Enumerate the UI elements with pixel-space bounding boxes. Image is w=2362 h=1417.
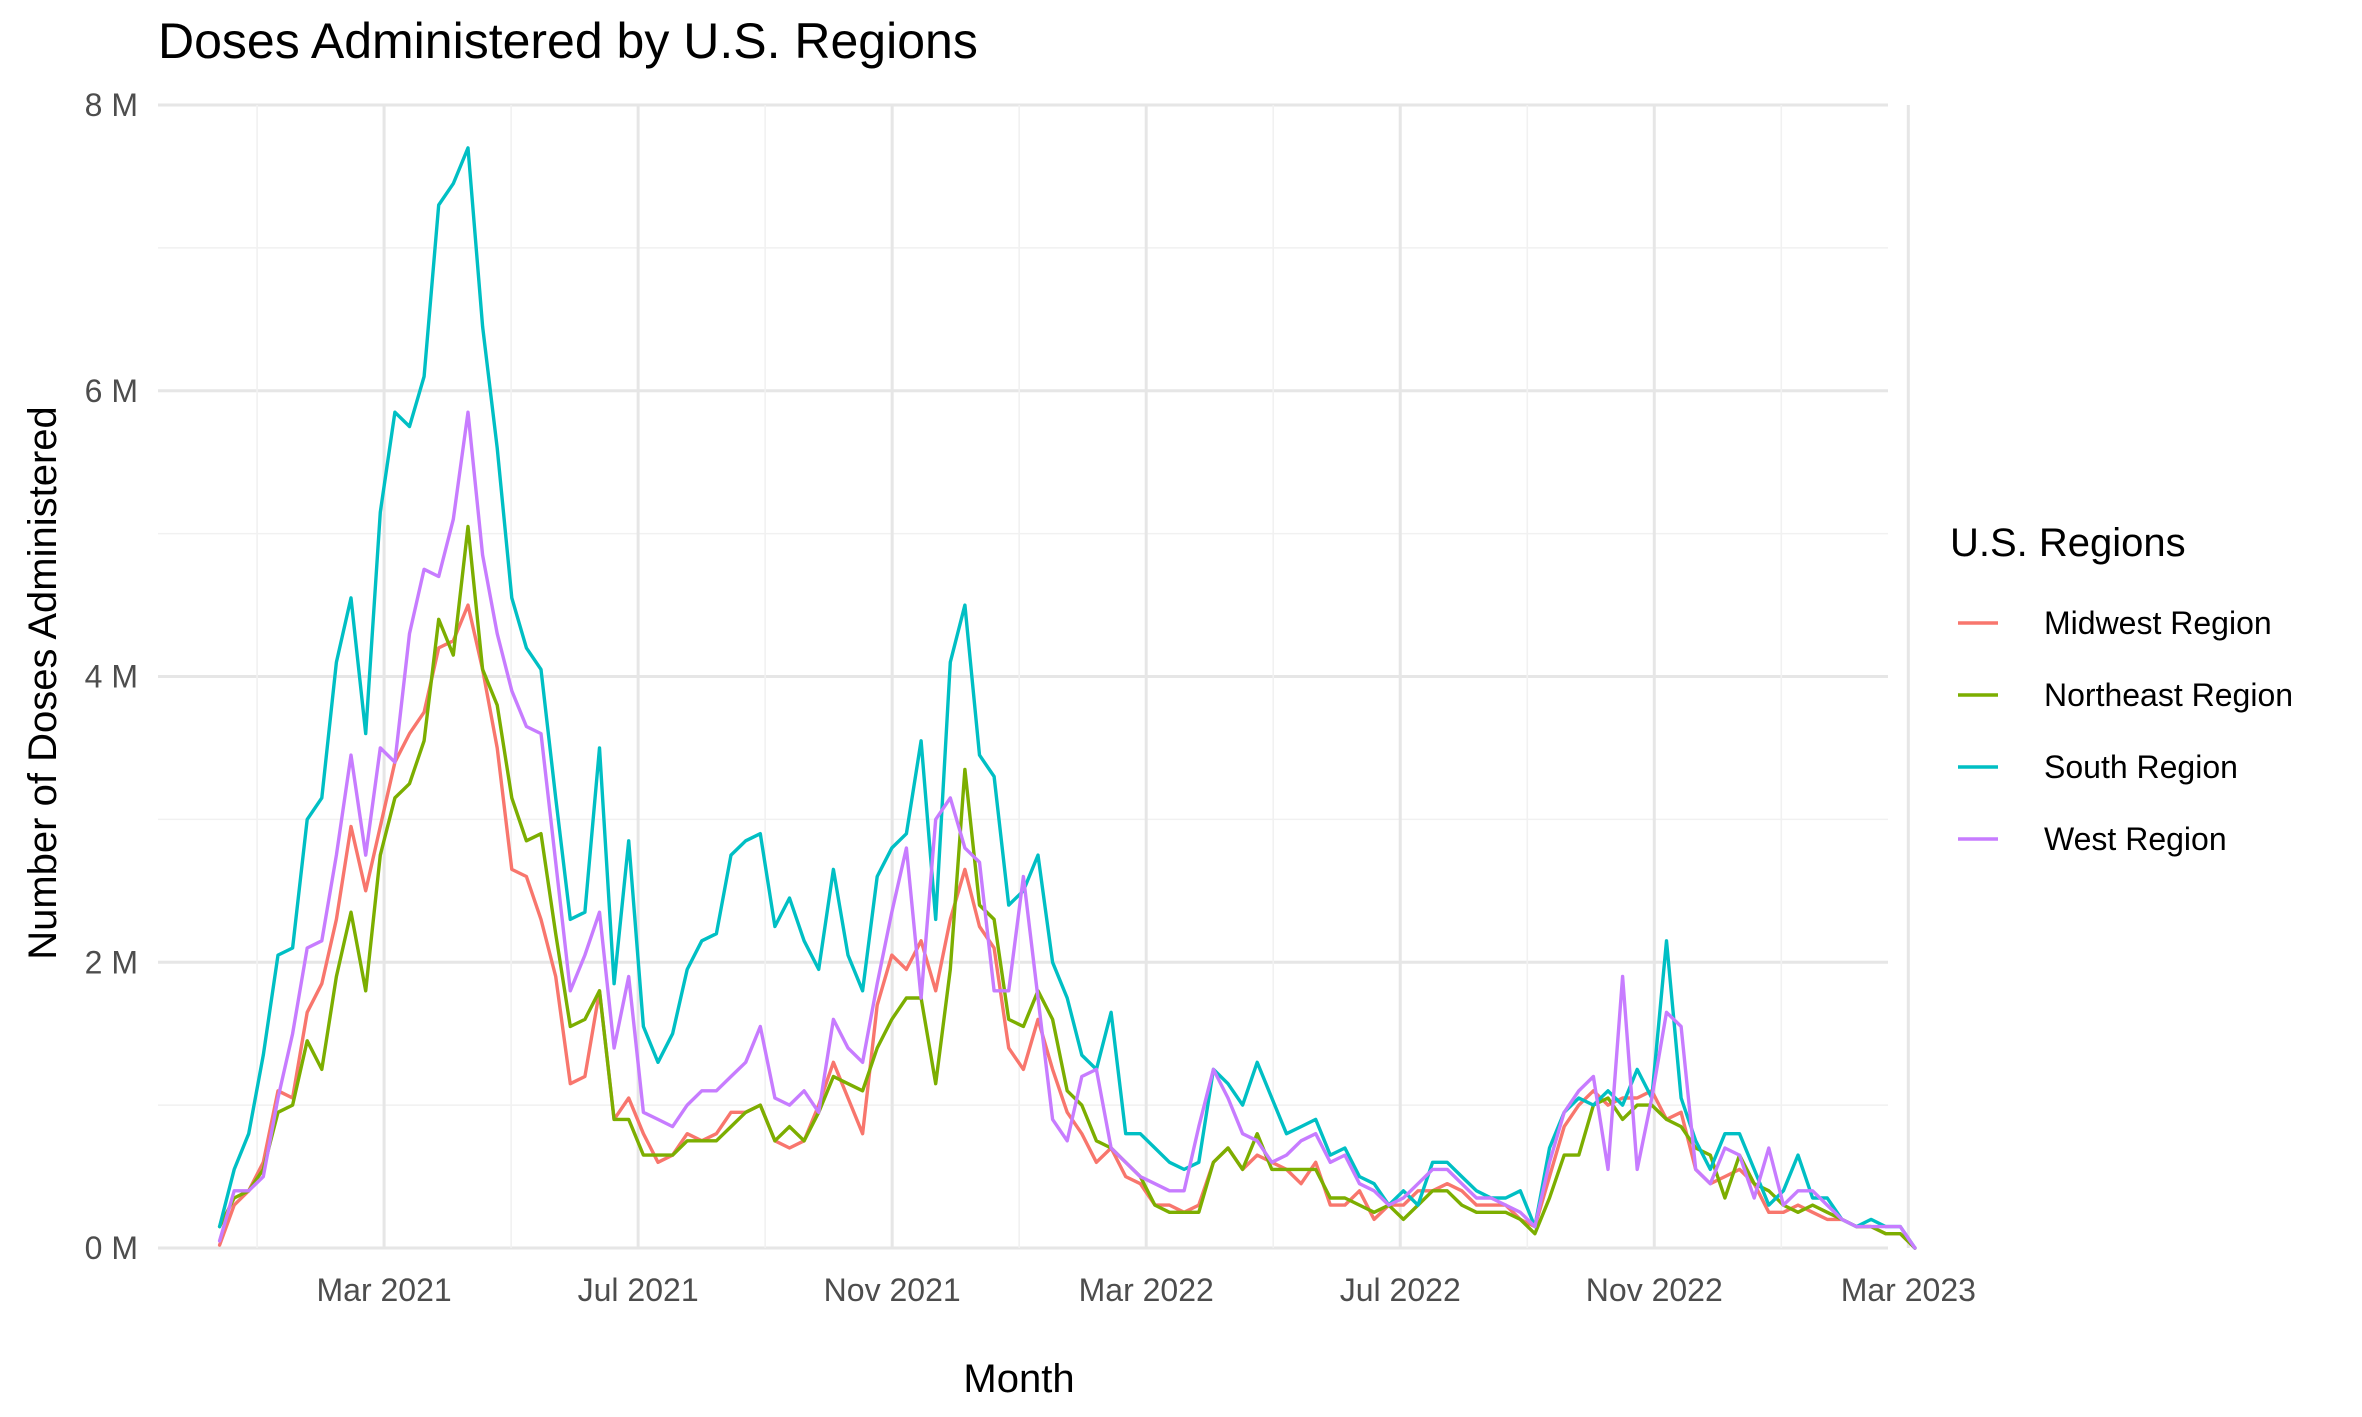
x-axis-ticks: Mar 2021 Jul 2021 Nov 2021 Mar 2022 Jul 2022… bbox=[317, 1272, 1976, 1308]
grid bbox=[158, 103, 1910, 1250]
legend: U.S. Regions Midwest Region Northeast Reg… bbox=[1950, 521, 2293, 857]
x-tick-label: Jul 2021 bbox=[578, 1272, 699, 1308]
legend-label-west-region: West Region bbox=[2044, 821, 2227, 857]
legend-label-south-region: South Region bbox=[2044, 749, 2238, 785]
x-tick-label: Mar 2023 bbox=[1841, 1272, 1976, 1308]
series-line-midwest-region bbox=[217, 603, 1917, 1250]
x-tick-label: Nov 2021 bbox=[824, 1272, 961, 1308]
series-line-south-region bbox=[217, 146, 1917, 1250]
legend-label-northeast-region: Northeast Region bbox=[2044, 677, 2293, 713]
legend-label-midwest-region: Midwest Region bbox=[2044, 605, 2272, 641]
x-tick-label: Mar 2021 bbox=[317, 1272, 452, 1308]
y-axis-title: Number of Doses Administered bbox=[21, 406, 65, 960]
y-tick-label: 4 M bbox=[85, 659, 138, 695]
chart-title: Doses Administered by U.S. Regions bbox=[158, 13, 978, 69]
x-axis-title: Month bbox=[963, 1357, 1074, 1401]
y-tick-label: 6 M bbox=[85, 373, 138, 409]
y-tick-label: 0 M bbox=[85, 1230, 138, 1266]
x-tick-label: Nov 2022 bbox=[1586, 1272, 1723, 1308]
y-tick-label: 2 M bbox=[85, 944, 138, 980]
x-tick-label: Jul 2022 bbox=[1340, 1272, 1461, 1308]
series-line-west-region bbox=[217, 410, 1917, 1250]
series-lines bbox=[217, 146, 1917, 1250]
legend-title: U.S. Regions bbox=[1950, 521, 2186, 565]
x-tick-label: Mar 2022 bbox=[1079, 1272, 1214, 1308]
y-axis-ticks: 0 M 2 M 4 M 6 M 8 M bbox=[85, 87, 138, 1266]
y-tick-label: 8 M bbox=[85, 87, 138, 123]
